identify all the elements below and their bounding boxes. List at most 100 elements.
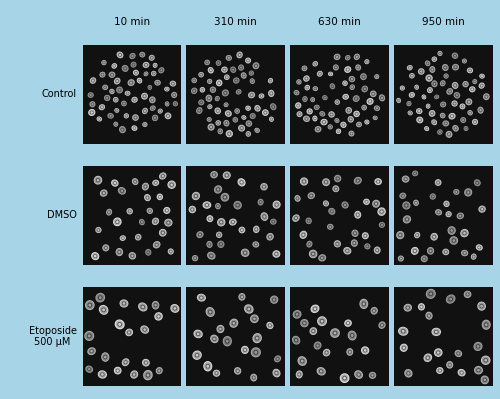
Ellipse shape	[162, 175, 164, 177]
Ellipse shape	[459, 370, 464, 375]
Ellipse shape	[348, 109, 350, 111]
Ellipse shape	[335, 67, 337, 68]
Ellipse shape	[330, 113, 334, 117]
Ellipse shape	[90, 102, 94, 107]
Ellipse shape	[123, 66, 127, 71]
Ellipse shape	[479, 303, 484, 309]
Ellipse shape	[166, 113, 170, 119]
Ellipse shape	[227, 132, 232, 136]
Ellipse shape	[448, 133, 450, 136]
Ellipse shape	[350, 77, 354, 81]
Ellipse shape	[446, 203, 447, 204]
Ellipse shape	[255, 352, 256, 353]
Ellipse shape	[453, 54, 457, 57]
Ellipse shape	[372, 308, 376, 313]
Ellipse shape	[209, 125, 213, 129]
Ellipse shape	[100, 297, 101, 298]
Ellipse shape	[352, 335, 353, 336]
Ellipse shape	[362, 347, 368, 354]
Ellipse shape	[228, 132, 230, 135]
Ellipse shape	[356, 113, 358, 115]
Ellipse shape	[209, 81, 210, 82]
Ellipse shape	[216, 232, 222, 237]
Ellipse shape	[226, 122, 228, 124]
Ellipse shape	[443, 121, 448, 126]
Ellipse shape	[140, 304, 146, 310]
Ellipse shape	[337, 102, 338, 103]
Ellipse shape	[224, 121, 228, 125]
Ellipse shape	[144, 184, 148, 189]
Ellipse shape	[408, 103, 410, 105]
Ellipse shape	[326, 352, 328, 354]
Ellipse shape	[329, 73, 332, 75]
Ellipse shape	[224, 92, 226, 94]
Ellipse shape	[271, 119, 272, 120]
Ellipse shape	[374, 247, 380, 253]
Ellipse shape	[418, 109, 421, 113]
Ellipse shape	[334, 176, 340, 182]
Ellipse shape	[121, 301, 127, 306]
Ellipse shape	[155, 304, 156, 306]
Ellipse shape	[297, 372, 302, 377]
Ellipse shape	[416, 234, 418, 236]
Ellipse shape	[132, 179, 138, 184]
Ellipse shape	[248, 93, 254, 98]
Ellipse shape	[201, 74, 202, 75]
Ellipse shape	[462, 231, 467, 236]
Ellipse shape	[296, 371, 302, 378]
Ellipse shape	[375, 248, 380, 253]
Ellipse shape	[293, 215, 299, 221]
Ellipse shape	[153, 116, 157, 120]
Ellipse shape	[477, 182, 478, 183]
Ellipse shape	[374, 201, 378, 206]
Ellipse shape	[144, 360, 148, 365]
Ellipse shape	[198, 109, 201, 113]
Ellipse shape	[355, 97, 358, 100]
Ellipse shape	[441, 114, 444, 117]
Ellipse shape	[375, 107, 379, 110]
Ellipse shape	[414, 200, 418, 205]
Ellipse shape	[332, 85, 333, 87]
Text: DMSO: DMSO	[46, 210, 76, 221]
Ellipse shape	[133, 64, 134, 65]
Ellipse shape	[212, 172, 216, 177]
Ellipse shape	[365, 244, 370, 249]
Ellipse shape	[316, 127, 320, 132]
Ellipse shape	[142, 109, 148, 113]
Ellipse shape	[192, 192, 200, 200]
Ellipse shape	[156, 81, 160, 84]
Ellipse shape	[254, 351, 258, 354]
Ellipse shape	[209, 244, 210, 245]
Ellipse shape	[224, 338, 230, 345]
Ellipse shape	[227, 113, 230, 115]
Ellipse shape	[464, 233, 465, 234]
Ellipse shape	[294, 338, 298, 343]
Ellipse shape	[429, 89, 431, 91]
Ellipse shape	[422, 96, 425, 98]
Ellipse shape	[336, 100, 340, 104]
Ellipse shape	[248, 133, 249, 135]
Ellipse shape	[100, 105, 103, 109]
Ellipse shape	[438, 211, 440, 213]
Ellipse shape	[193, 351, 201, 359]
Ellipse shape	[145, 372, 151, 379]
Ellipse shape	[208, 68, 213, 73]
Ellipse shape	[448, 91, 451, 93]
Ellipse shape	[192, 256, 198, 261]
Ellipse shape	[126, 115, 127, 117]
Ellipse shape	[222, 68, 226, 71]
Ellipse shape	[131, 255, 134, 257]
Ellipse shape	[208, 98, 210, 99]
Ellipse shape	[422, 257, 426, 261]
Ellipse shape	[140, 53, 144, 57]
Ellipse shape	[315, 63, 316, 64]
Ellipse shape	[144, 73, 148, 75]
Ellipse shape	[308, 220, 309, 221]
Ellipse shape	[103, 85, 108, 89]
Ellipse shape	[155, 313, 162, 320]
Ellipse shape	[337, 130, 340, 133]
Ellipse shape	[466, 190, 470, 195]
Ellipse shape	[314, 308, 316, 309]
Ellipse shape	[400, 86, 404, 90]
Ellipse shape	[210, 126, 212, 128]
